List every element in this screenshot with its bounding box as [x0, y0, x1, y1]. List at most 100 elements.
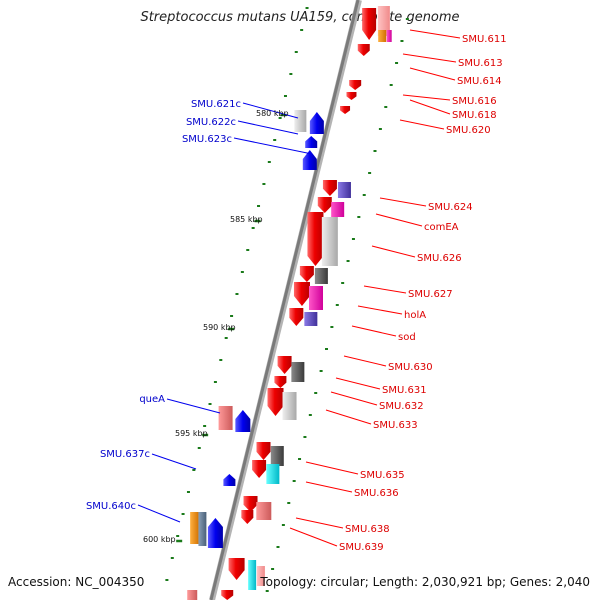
gene-label-smu636: SMU.636 [354, 488, 399, 499]
gene-box-smu633 [282, 392, 297, 420]
gene-arrow-quea [235, 410, 251, 432]
leader-line-right [409, 67, 456, 81]
gene-arrow-smu616 [346, 92, 357, 100]
leader-line-right [289, 527, 338, 547]
leader-line-right [375, 213, 423, 227]
gene-box-smu611-c [386, 30, 392, 42]
gene-label-smu621c: SMU.621c [191, 99, 241, 110]
gene-box-smu611-b [378, 30, 387, 42]
gene-label-quea: queA [139, 394, 165, 405]
leader-line-right [363, 285, 407, 294]
leader-line-right [371, 245, 416, 258]
gene-label-smu638: SMU.638 [345, 524, 390, 535]
gene-label-smu640c: SMU.640c [86, 501, 136, 512]
scale-label-580: 580 kbp [256, 109, 289, 118]
leader-line-right [379, 197, 427, 207]
leader-line-left [233, 137, 313, 155]
gene-box-smu621c [294, 110, 307, 132]
gene-box-smu624 [337, 182, 351, 198]
gene-arrow-smu624 [322, 180, 337, 196]
genome-backbone [209, 0, 360, 600]
leader-line-right [409, 29, 461, 39]
gene-label-smu613: SMU.613 [458, 58, 503, 69]
gene-arrow-bottom-2 [221, 590, 234, 600]
gene-arrow-smu639 [241, 510, 254, 524]
leader-line-left [237, 120, 299, 135]
leader-line-right [357, 305, 403, 315]
gene-arrow-smu620 [340, 106, 351, 114]
gene-arrow-smu623c [302, 150, 317, 170]
gene-box-smu638 [256, 502, 272, 520]
gene-label-smu620: SMU.620 [446, 125, 491, 136]
gene-box-smu641c [187, 590, 198, 600]
gene-arrow-smu622c [305, 136, 318, 148]
leader-line-right [305, 481, 353, 493]
gene-label-smu627: SMU.627 [408, 289, 453, 300]
leader-line-left [151, 453, 197, 470]
leader-line-right [402, 53, 457, 63]
tick-marks [165, 7, 409, 592]
gene-arrow-comea [317, 197, 332, 213]
gene-arrow-smu611 [362, 8, 377, 40]
gene-box-quea [218, 406, 233, 430]
leader-line-right [295, 517, 344, 529]
gene-label-smu631: SMU.631 [382, 385, 427, 396]
gene-arrow-smu627 [299, 266, 314, 282]
leader-line-right [402, 94, 451, 101]
leader-line-left [137, 504, 181, 523]
gene-box-sod [304, 312, 318, 326]
leader-line-right [325, 409, 372, 425]
gene-label-smu616: SMU.616 [452, 96, 497, 107]
gene-label-smu618: SMU.618 [452, 110, 497, 121]
label-leaders [137, 29, 461, 547]
leader-line-right [330, 391, 378, 406]
leader-line-right [409, 99, 451, 115]
leader-line-right [305, 461, 359, 475]
gene-arrow-smu633 [267, 388, 284, 416]
gene-label-smu626: SMU.626 [417, 253, 462, 264]
gene-box-smu640c-a [190, 512, 200, 544]
leader-line-left [166, 398, 221, 414]
gene-box-bottom-1 [248, 560, 257, 590]
leader-line-left [242, 102, 299, 119]
leader-line-right [335, 377, 381, 390]
gene-label-smu637c: SMU.637c [100, 449, 150, 460]
gene-box-smu626 [321, 217, 338, 266]
gene-label-smu632: SMU.632 [379, 401, 424, 412]
gene-arrow-smu626 [307, 212, 324, 266]
topology-text: Topology: circular; Length: 2,030,921 bp… [259, 575, 590, 589]
accession-text: Accession: NC_004350 [8, 575, 144, 589]
map-title: Streptococcus mutans UA159, complete gen… [140, 10, 459, 25]
gene-box-bottom-2 [256, 566, 265, 586]
gene-arrow-smu635 [256, 442, 271, 460]
gene-box-smu636 [266, 464, 280, 484]
leader-line-right [351, 325, 397, 337]
scale-label-595: 595 kbp [175, 429, 208, 438]
gene-arrow-smu640c [207, 518, 223, 548]
gene-box-comea [331, 202, 345, 217]
gene-features [187, 6, 392, 600]
gene-box-smu611-a [377, 6, 390, 36]
gene-arrow-smu621c [309, 112, 324, 134]
gene-arrow-smu638 [243, 496, 258, 512]
gene-label-smu639: SMU.639 [339, 542, 384, 553]
gene-arrow-smu630 [277, 356, 292, 374]
gene-label-comea: comEA [424, 222, 459, 233]
scale-label-600: 600 kbp [143, 535, 176, 544]
gene-arrow-smu636 [252, 460, 267, 478]
gene-box-smu640c-b [198, 512, 207, 546]
leader-line-right [399, 119, 445, 130]
gene-label-smu614: SMU.614 [457, 76, 502, 87]
scale-label-590: 590 kbp [203, 323, 236, 332]
gene-label-smu623c: SMU.623c [182, 134, 232, 145]
gene-arrow-smu631 [274, 376, 287, 388]
gene-arrow-smu614 [349, 80, 362, 90]
gene-arrow-sod [289, 308, 304, 326]
scale-label-585: 585 kbp [230, 215, 263, 224]
gene-label-smu630: SMU.630 [388, 362, 433, 373]
gene-arrow-smu613 [357, 44, 370, 56]
gene-arrow-smu637c [223, 474, 236, 486]
gene-box-smu630 [291, 362, 305, 382]
